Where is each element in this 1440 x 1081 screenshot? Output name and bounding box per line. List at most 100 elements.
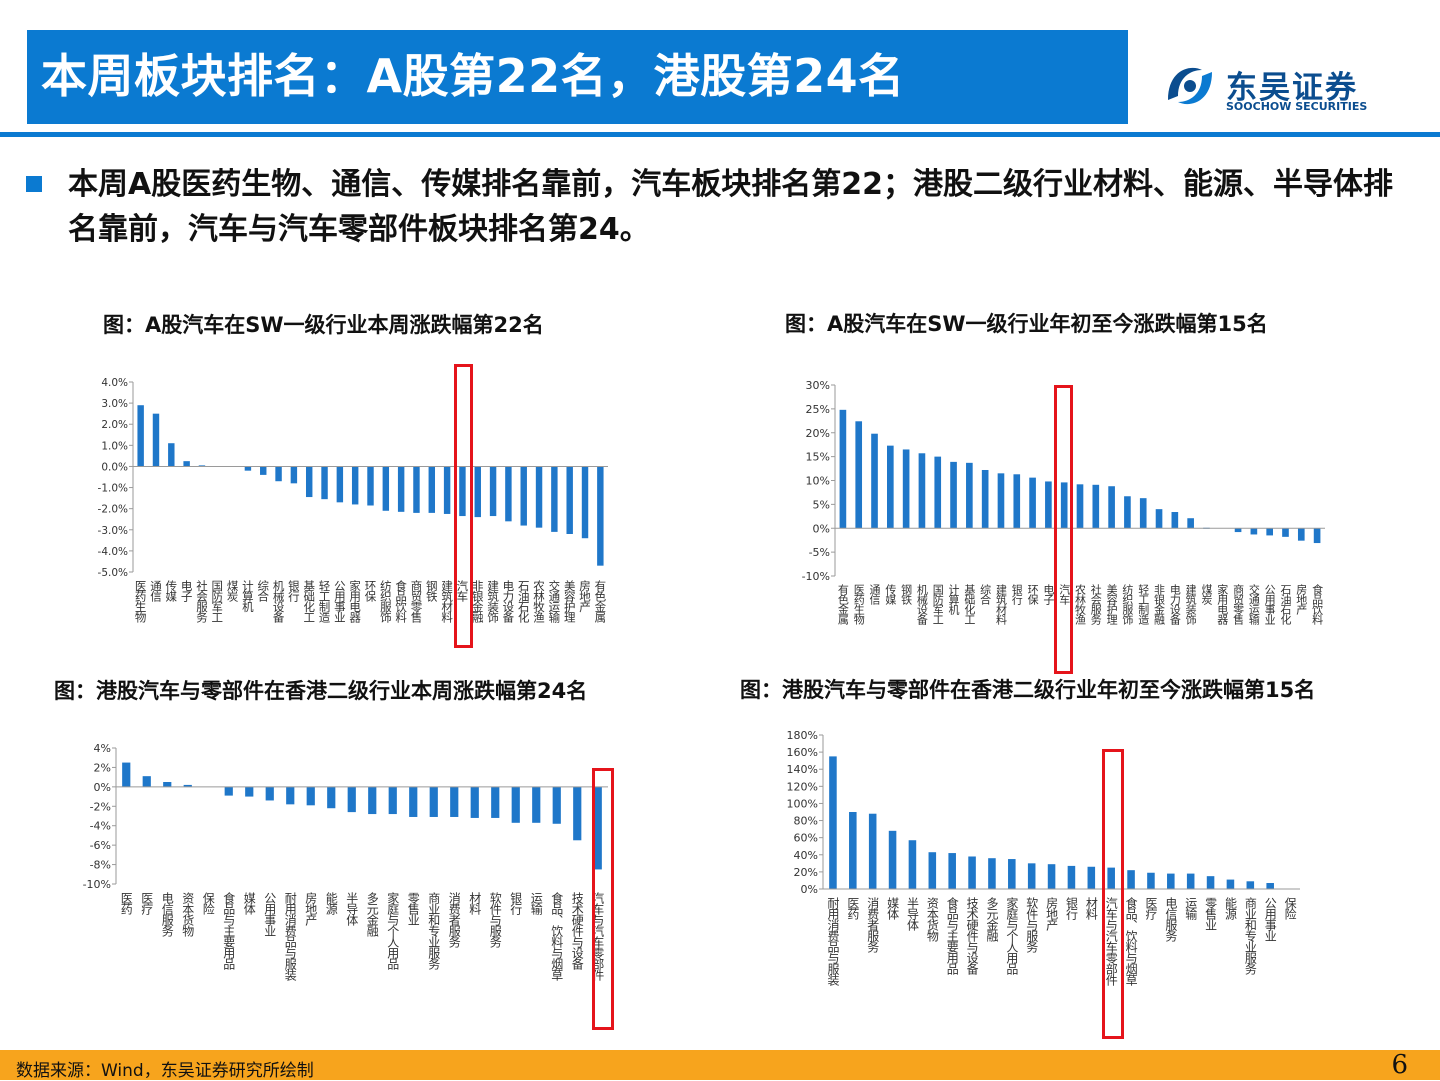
bar-c1-2 <box>168 443 175 467</box>
y-tick-label: -8% <box>90 859 111 872</box>
category-label: 农林牧渔 <box>532 579 546 624</box>
brand-logo: 东吴证券 SOOCHOW SECURITIES <box>1160 56 1400 120</box>
category-label: 医疗 <box>1144 897 1158 921</box>
category-label: 软件与服务 <box>488 892 502 948</box>
category-label: 能源 <box>1223 897 1237 921</box>
y-tick-label: -5.0% <box>98 567 128 579</box>
summary-text: 本周A股医药生物、通信、传媒排名靠前，汽车板块排名第22；港股二级行业材料、能源… <box>68 167 1393 247</box>
bar-c1-7 <box>244 466 252 471</box>
bar-c3-17 <box>470 786 479 818</box>
category-label: 通信 <box>868 584 881 606</box>
category-label: 基础化工 <box>963 584 976 624</box>
bar-c2-27 <box>1266 528 1273 536</box>
y-tick-label: 20% <box>794 866 818 879</box>
category-label: 家用电器 <box>1216 583 1229 626</box>
category-label: 商业和专业服务 <box>1243 896 1257 975</box>
highlight-box-chart-4 <box>1102 749 1124 1039</box>
category-label: 公用事业 <box>333 580 347 622</box>
category-label: 国防军工 <box>931 584 944 624</box>
bar-c2-16 <box>1092 484 1100 529</box>
category-label: 社会服务 <box>1089 583 1102 625</box>
bar-c1-14 <box>351 466 359 505</box>
category-label: 环保 <box>364 580 378 603</box>
category-label: 公用事业 <box>1263 584 1276 624</box>
bar-c2-10 <box>997 473 1005 529</box>
bar-c3-20 <box>532 786 541 823</box>
category-label: 有色金属 <box>836 583 849 626</box>
category-label: 通信 <box>149 580 163 603</box>
category-label: 纺织服饰 <box>379 579 393 623</box>
category-label: 纺织服饰 <box>1121 583 1134 625</box>
logo-text-en: SOOCHOW SECURITIES <box>1226 100 1368 113</box>
bar-c1-17 <box>397 466 405 512</box>
category-label: 商业和专业服务 <box>427 891 441 970</box>
category-label: 技术硬件与设备 <box>570 892 584 971</box>
bar-c4-4 <box>908 840 917 889</box>
category-label: 医药 <box>119 892 133 915</box>
bar-c4-1 <box>849 812 857 889</box>
category-label: 食品饮料 <box>394 579 408 624</box>
bar-c2-19 <box>1139 498 1147 529</box>
category-label: 媒体 <box>242 892 256 916</box>
y-tick-label: -3.0% <box>98 525 128 537</box>
bar-c2-22 <box>1187 518 1194 529</box>
y-tick-label: 140% <box>787 763 818 776</box>
y-tick-label: 0.0% <box>101 461 128 473</box>
category-label: 计算机 <box>947 584 960 615</box>
category-label: 消费者服务 <box>866 897 880 953</box>
bar-c4-12 <box>1067 865 1076 889</box>
y-tick-label: 180% <box>787 729 818 742</box>
logo-text-cn: 东吴证券 <box>1226 70 1358 106</box>
bar-c3-3 <box>183 784 192 787</box>
bar-c4-15 <box>1127 870 1135 889</box>
y-tick-label: 60% <box>794 832 818 845</box>
bar-c2-14 <box>1060 482 1068 529</box>
category-label: 消费者服务 <box>447 892 461 948</box>
category-label: 交通运输 <box>547 579 561 624</box>
y-tick-label: 30% <box>806 379 830 392</box>
bar-c1-23 <box>489 466 497 517</box>
bar-c2-18 <box>1124 496 1131 529</box>
bar-c3-15 <box>429 786 438 817</box>
category-label: 公用事业 <box>263 892 277 936</box>
category-label: 食品饮料 <box>1311 583 1324 626</box>
category-label: 银行 <box>287 579 301 603</box>
bar-c4-3 <box>888 830 897 889</box>
category-label: 零售业 <box>406 892 420 925</box>
bar-c3-6 <box>245 786 254 797</box>
category-label: 食品与主要用品 <box>945 896 959 975</box>
bar-c3-23 <box>593 786 602 870</box>
bar-c2-4 <box>902 449 910 529</box>
category-label: 技术硬件与设备 <box>965 897 979 976</box>
y-tick-label: 25% <box>806 403 830 416</box>
category-label: 电子 <box>1042 584 1055 605</box>
bar-c2-20 <box>1155 509 1163 529</box>
soochow-logo-icon <box>1168 67 1212 105</box>
bar-c1-1 <box>152 413 160 467</box>
category-label: 资本货物 <box>181 892 195 937</box>
chart-a-share-ytd: 30% 25% 20% 15% 10% 5% 0% -5% -10% 有色金属 医药生物 通信 传媒 钢铁… <box>802 379 1325 626</box>
bar-c1-16 <box>382 466 390 511</box>
category-label: 公用事业 <box>1263 897 1277 941</box>
bar-c2-26 <box>1250 528 1258 535</box>
y-tick-label: -10% <box>802 570 830 583</box>
bar-c4-7 <box>968 856 976 889</box>
category-label: 有色金属 <box>593 579 607 624</box>
highlight-box-chart-1 <box>454 364 473 648</box>
bar-c1-28 <box>566 466 573 534</box>
category-label: 材料 <box>1084 897 1098 920</box>
bar-c1-21 <box>459 466 466 517</box>
category-label: 保险 <box>1283 897 1297 920</box>
bar-c2-12 <box>1029 477 1036 529</box>
bar-c4-0 <box>829 756 837 889</box>
category-label: 电信服务 <box>160 892 174 937</box>
bar-c4-20 <box>1226 879 1235 889</box>
category-label: 耐用消费品与服装 <box>826 897 840 987</box>
y-tick-label: -4.0% <box>98 546 128 558</box>
bar-c1-10 <box>290 466 298 484</box>
category-label: 非银金融 <box>1153 584 1166 626</box>
y-tick-label: -4% <box>90 820 111 833</box>
category-label: 家庭与个人用品 <box>386 891 400 970</box>
y-tick-label: 3.0% <box>101 398 128 410</box>
bar-c3-13 <box>388 786 397 815</box>
